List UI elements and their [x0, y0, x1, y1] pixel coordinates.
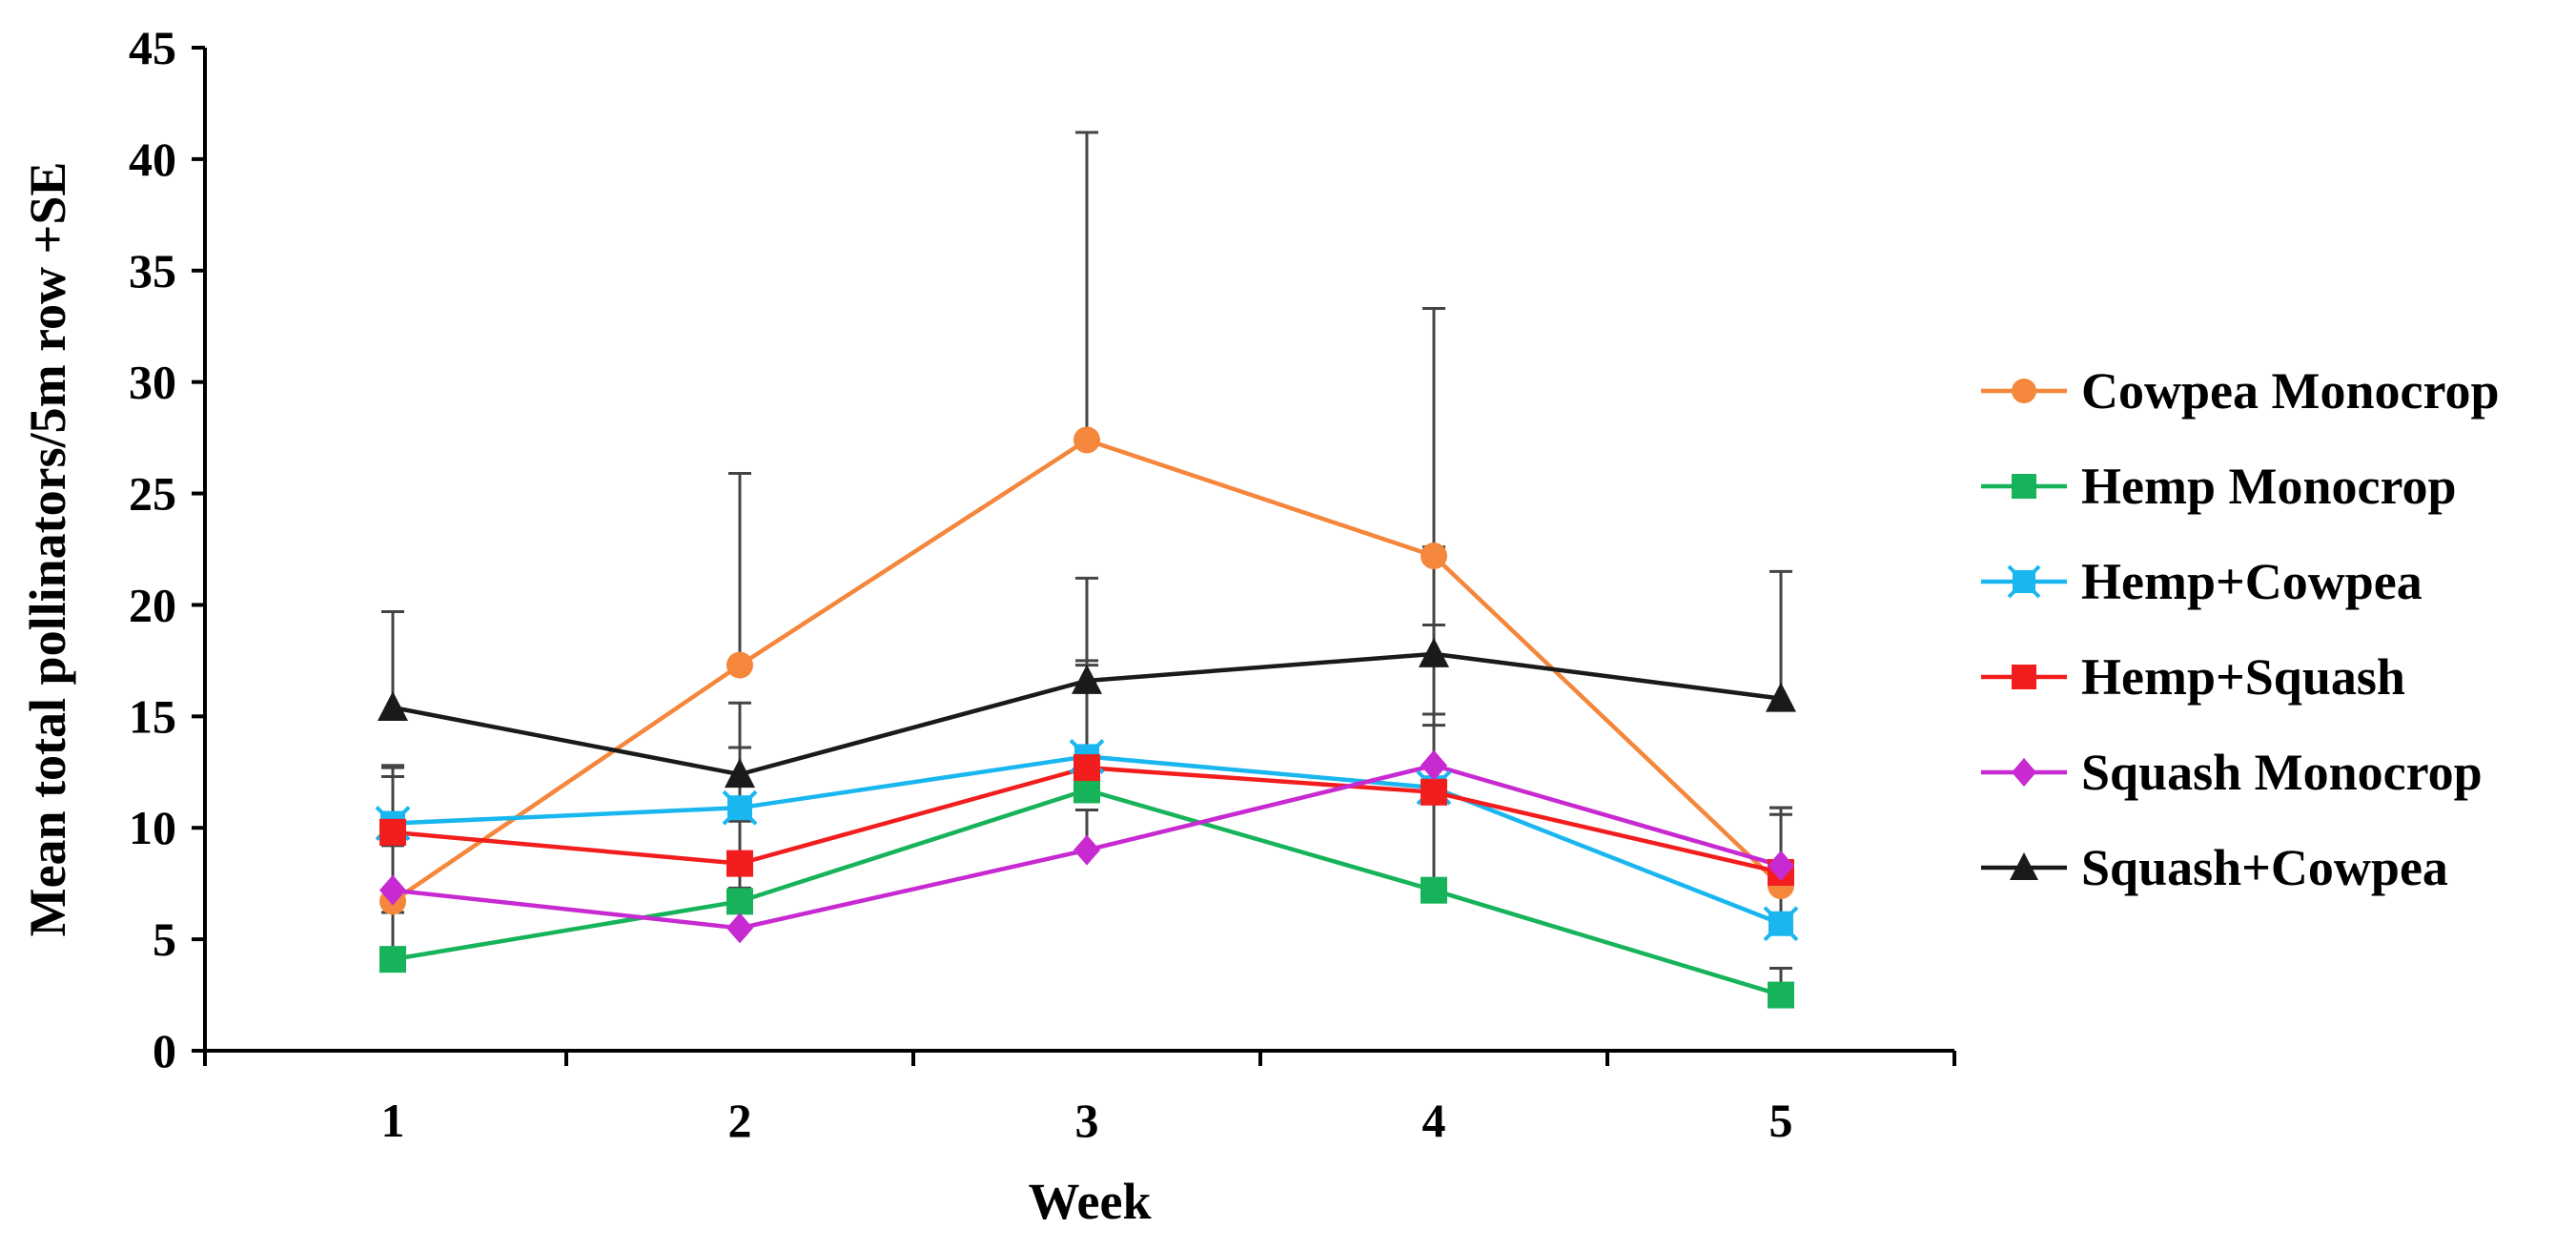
y-tick-label: 45: [129, 21, 176, 74]
error-bars: [381, 131, 1792, 995]
legend-item: Squash+Cowpea: [1981, 839, 2448, 896]
data-point: [379, 946, 406, 973]
legend-marker: [2010, 852, 2038, 880]
y-tick-label: 5: [153, 912, 176, 966]
legend-item: Cowpea Monocrop: [1981, 362, 2500, 420]
data-point: [1421, 543, 1447, 570]
legend-label: Hemp Monocrop: [2081, 458, 2456, 515]
markers: [375, 426, 1799, 1009]
y-tick-label: 10: [129, 801, 176, 854]
legend-item: Hemp+Cowpea: [1981, 553, 2423, 610]
legend-marker: [2012, 758, 2036, 787]
data-point: [1419, 637, 1449, 667]
data-point: [379, 874, 406, 906]
data-point: [1073, 426, 1100, 454]
data-point: [1421, 778, 1447, 806]
data-point: [379, 818, 406, 846]
data-point: [1072, 664, 1102, 694]
x-tick-label: 2: [728, 1094, 752, 1147]
y-tick-label: 20: [129, 578, 176, 631]
data-point: [1073, 776, 1100, 804]
y-tick-label: 15: [129, 689, 176, 743]
data-point: [726, 912, 753, 944]
y-tick-label: 40: [129, 133, 176, 186]
x-ticks: 1 2 3 4 5: [203, 1051, 1956, 1147]
legend-marker: [2012, 379, 2036, 403]
y-ticks: 0 5 10 15 20 25 30 35 40 45: [129, 21, 205, 1077]
data-point: [1768, 981, 1794, 1009]
y-axis-title: Mean total pollinators/5m row +SE: [19, 162, 76, 937]
legend-marker: [2012, 665, 2036, 689]
x-axis-title: Week: [1029, 1173, 1152, 1230]
legend-label: Hemp+Squash: [2081, 648, 2405, 706]
x-tick-label: 1: [381, 1094, 405, 1147]
legend-marker: [2012, 474, 2036, 499]
data-point: [1421, 749, 1447, 781]
data-point: [726, 888, 753, 915]
legend-item: Squash Monocrop: [1981, 744, 2483, 801]
data-point: [378, 690, 408, 721]
x-tick-label: 4: [1422, 1094, 1446, 1147]
data-point: [1768, 850, 1794, 881]
legend: Cowpea Monocrop Hemp Monocrop Hemp+Cowpea H…: [1981, 362, 2500, 896]
data-point: [1766, 682, 1796, 712]
data-point: [1073, 834, 1100, 866]
legend-label: Cowpea Monocrop: [2081, 362, 2500, 420]
data-point: [1421, 876, 1447, 904]
legend-label: Squash+Cowpea: [2081, 839, 2448, 896]
y-tick-label: 30: [129, 356, 176, 409]
x-tick-label: 3: [1075, 1094, 1099, 1147]
data-point: [726, 850, 753, 877]
legend-label: Squash Monocrop: [2081, 744, 2483, 801]
legend-label: Hemp+Cowpea: [2081, 553, 2423, 610]
data-point: [726, 651, 753, 679]
y-tick-label: 0: [153, 1024, 176, 1077]
data-point: [1073, 754, 1100, 782]
x-tick-label: 5: [1769, 1094, 1793, 1147]
legend-item: Hemp+Squash: [1981, 648, 2405, 706]
legend-item: Hemp Monocrop: [1981, 458, 2456, 515]
y-tick-label: 35: [129, 244, 176, 297]
data-point: [725, 758, 755, 789]
y-tick-label: 25: [129, 467, 176, 521]
